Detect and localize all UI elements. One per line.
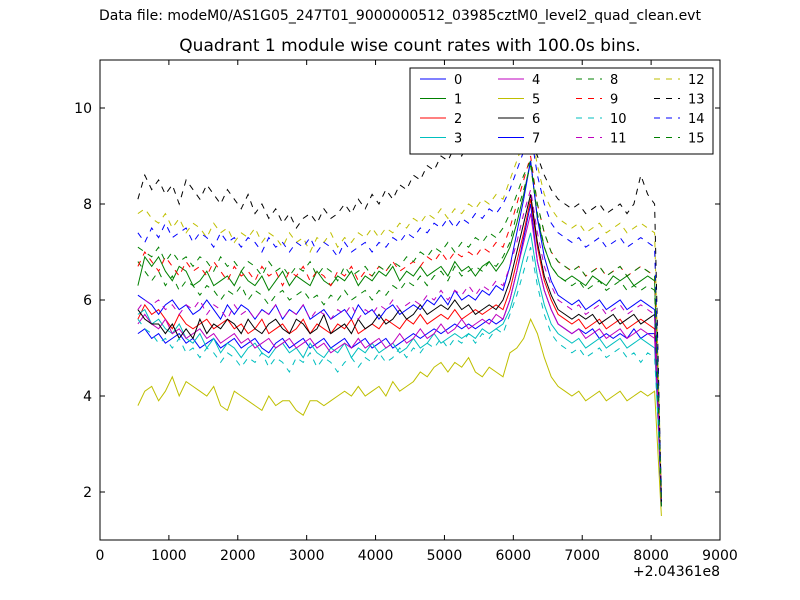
y-tick-label: 4 <box>83 389 92 405</box>
x-tick-label: 8000 <box>633 548 669 564</box>
series-line-12 <box>137 125 662 493</box>
x-tick-label: 0 <box>96 548 105 564</box>
legend-label-7: 7 <box>532 132 540 147</box>
series-line-7 <box>137 160 662 507</box>
legend-label-10: 10 <box>610 112 627 127</box>
legend-label-5: 5 <box>532 93 540 108</box>
series-line-4 <box>137 213 662 488</box>
axis-ticks: 0 1000 2000 3000 4000 5000 6000 7000 8000 9000 2 4 6… <box>74 60 738 564</box>
series-line-14 <box>137 131 662 497</box>
legend-label-11: 11 <box>610 132 627 147</box>
series-line-15 <box>137 159 662 502</box>
x-tick-label: 6000 <box>496 548 532 564</box>
x-tick-label: 3000 <box>289 548 325 564</box>
y-tick-label: 8 <box>83 197 92 213</box>
series-lines <box>137 116 662 517</box>
legend-label-2: 2 <box>454 112 462 127</box>
y-tick-label: 6 <box>83 293 92 309</box>
series-line-1 <box>137 160 662 507</box>
x-tick-label: 7000 <box>564 548 600 564</box>
legend-label-4: 4 <box>532 73 540 88</box>
legend-label-13: 13 <box>688 93 705 108</box>
series-line-10 <box>137 247 662 483</box>
series-line-11 <box>137 189 662 497</box>
series-line-3 <box>137 232 662 493</box>
x-tick-label: 2000 <box>220 548 256 564</box>
series-line-8 <box>137 165 662 507</box>
x-tick-label: 9000 <box>702 548 738 564</box>
legend-label-3: 3 <box>454 132 462 147</box>
legend-label-15: 15 <box>688 132 705 147</box>
legend-label-14: 14 <box>688 112 705 127</box>
legend-label-9: 9 <box>610 93 618 108</box>
y-tick-label: 2 <box>83 485 92 501</box>
x-tick-label: 1000 <box>151 548 187 564</box>
series-line-2 <box>137 199 662 497</box>
legend-box <box>409 67 714 155</box>
legend-label-12: 12 <box>688 73 705 88</box>
legend-label-6: 6 <box>532 112 540 127</box>
x-offset-label: +2.04361e8 <box>633 564 720 580</box>
x-tick-label: 5000 <box>427 548 463 564</box>
legend-label-8: 8 <box>610 73 618 88</box>
legend-label-0: 0 <box>454 73 462 88</box>
series-line-5 <box>137 317 662 517</box>
x-tick-label: 4000 <box>358 548 394 564</box>
figure-suptitle: Data file: modeM0/AS1G05_247T01_90000005… <box>99 8 701 24</box>
y-tick-label: 10 <box>74 101 92 117</box>
chart-title: Quadrant 1 module wise count rates with … <box>179 36 641 56</box>
legend-label-1: 1 <box>454 93 462 108</box>
